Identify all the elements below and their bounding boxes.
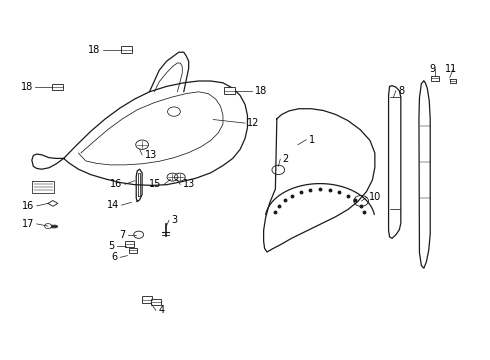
Bar bbox=[224, 87, 235, 94]
Text: 5: 5 bbox=[108, 240, 114, 251]
Text: 7: 7 bbox=[120, 230, 126, 240]
Text: 9: 9 bbox=[430, 64, 436, 74]
Bar bbox=[151, 299, 161, 305]
Text: 10: 10 bbox=[369, 192, 381, 202]
Bar bbox=[450, 79, 456, 83]
Text: 16: 16 bbox=[22, 201, 34, 211]
Bar bbox=[121, 46, 132, 53]
Text: 6: 6 bbox=[111, 252, 118, 262]
Text: 13: 13 bbox=[145, 150, 157, 160]
Text: 15: 15 bbox=[149, 179, 162, 189]
Text: 12: 12 bbox=[247, 118, 260, 128]
Bar bbox=[52, 84, 63, 90]
Bar bbox=[129, 248, 137, 253]
Text: 11: 11 bbox=[445, 64, 457, 74]
Text: 2: 2 bbox=[283, 154, 289, 164]
Text: 18: 18 bbox=[88, 45, 100, 55]
Text: 14: 14 bbox=[107, 200, 119, 210]
Text: 4: 4 bbox=[158, 305, 164, 315]
Bar bbox=[125, 241, 134, 247]
Text: 3: 3 bbox=[172, 215, 177, 225]
Text: 8: 8 bbox=[398, 86, 405, 96]
Text: 18: 18 bbox=[255, 86, 267, 96]
Text: 16: 16 bbox=[110, 179, 122, 189]
Text: 1: 1 bbox=[309, 135, 315, 145]
Bar bbox=[431, 76, 439, 81]
Text: 18: 18 bbox=[21, 82, 33, 92]
Bar bbox=[142, 296, 152, 303]
Circle shape bbox=[45, 224, 51, 229]
Text: 17: 17 bbox=[22, 219, 34, 229]
Text: 13: 13 bbox=[183, 179, 195, 189]
